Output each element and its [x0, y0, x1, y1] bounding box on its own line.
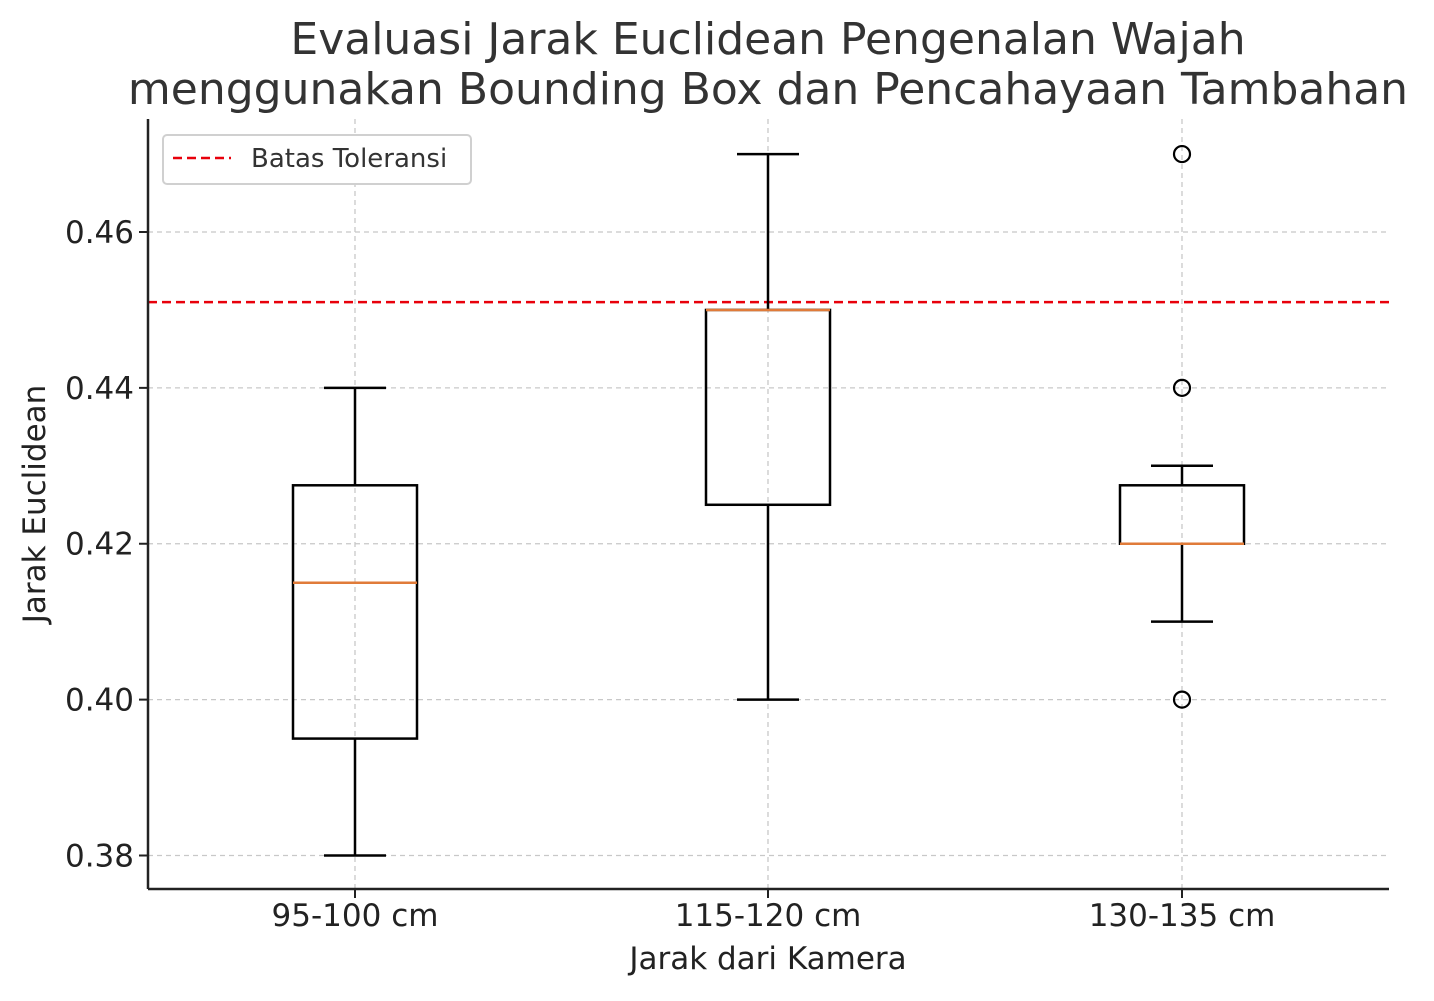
tick-layer: 0.38 0.40 0.42 0.44 0.46 95-100 cm 115-120 cm 1…: [65, 215, 1275, 934]
x-tick-label: 115-120 cm: [675, 898, 862, 934]
outlier-point: [1172, 144, 1192, 164]
legend-frame: [162, 134, 472, 185]
box-group: [704, 152, 832, 701]
iqr-box: [291, 484, 419, 740]
x-tick-label: 95-100 cm: [272, 898, 439, 934]
y-tick-label: 0.40: [65, 683, 134, 719]
box-group: [1118, 144, 1246, 709]
x-tick-label: 130-135 cm: [1089, 898, 1276, 934]
outlier-point: [1172, 690, 1192, 709]
box-group: [291, 386, 419, 857]
legend-label-reference: Batas Toleransi: [251, 144, 447, 174]
y-tick-label: 0.38: [65, 838, 134, 874]
y-tick-label: 0.44: [65, 371, 134, 407]
outlier-point: [1172, 378, 1192, 397]
x-axis-label: Jarak dari Kamera: [627, 941, 906, 977]
chart-title-line-2: menggunakan Bounding Box dan Pencahayaan…: [128, 64, 1408, 115]
y-tick-label: 0.46: [65, 215, 134, 251]
y-tick-label: 0.42: [65, 527, 134, 563]
legend: Batas Toleransi: [162, 134, 472, 185]
chart-title-line-1: Evaluasi Jarak Euclidean Pengenalan Waja…: [290, 14, 1245, 65]
y-axis-label: Jarak Euclidean: [17, 385, 53, 626]
box-layer: [291, 144, 1246, 857]
